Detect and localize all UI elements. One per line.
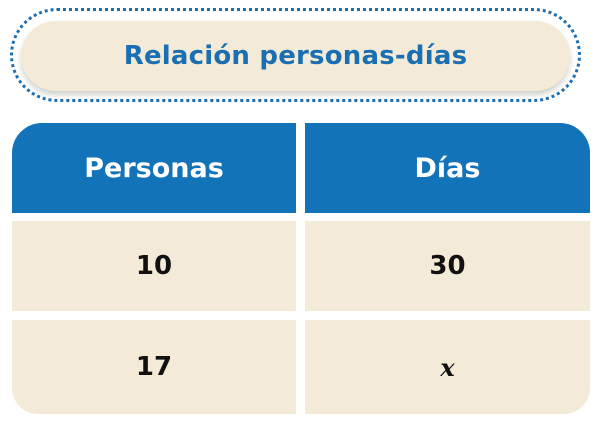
table-cell-row1-dias: 30 (305, 221, 590, 311)
title-banner: Relación personas-días (21, 21, 570, 91)
table-cell-row2-personas: 17 (12, 320, 296, 414)
column-header-dias: Días (305, 123, 590, 213)
column-header-personas: Personas (12, 123, 296, 213)
page-title: Relación personas-días (123, 41, 468, 71)
unknown-variable: x (440, 352, 455, 382)
table-cell-row1-personas: 10 (12, 221, 296, 311)
title-dotted-frame (10, 8, 581, 102)
table-cell-row2-dias: x (305, 320, 590, 414)
